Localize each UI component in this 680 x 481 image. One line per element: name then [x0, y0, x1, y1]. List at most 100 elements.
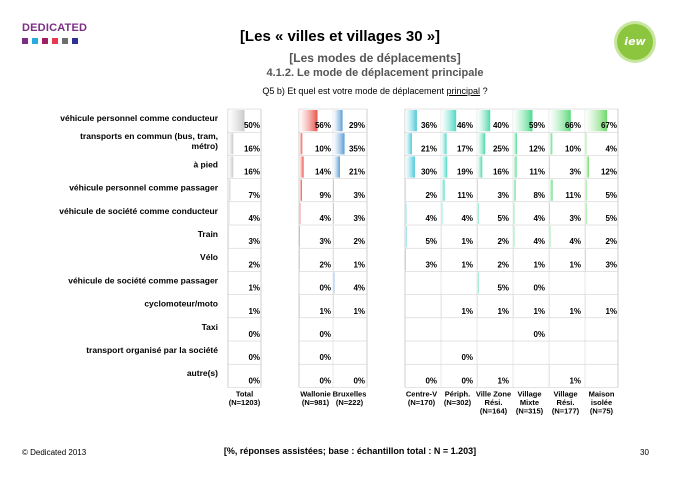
data-label: 5% [497, 214, 509, 223]
bar [228, 110, 245, 132]
brand-square [42, 38, 48, 44]
bar [585, 202, 587, 224]
column-label: Village Rési. (N=177) [552, 389, 580, 415]
data-label: 1% [461, 237, 473, 246]
bar [333, 133, 345, 155]
data-label: 29% [349, 121, 365, 130]
column-label-line: (N=177) [552, 406, 580, 415]
column-label: Centre-V (N=170) [406, 389, 437, 407]
data-label: 30% [421, 168, 437, 177]
column-label-line: (N=164) [480, 406, 508, 415]
bar [405, 133, 412, 155]
column-label: Wallonie (N=981) [300, 389, 331, 407]
data-label: 17% [457, 144, 473, 153]
data-label: 0% [248, 330, 260, 339]
brand-square [52, 38, 58, 44]
data-label: 66% [565, 121, 581, 130]
bar [549, 202, 550, 224]
bar [549, 156, 550, 178]
bar [333, 202, 334, 224]
row-label: autre(s) [187, 368, 218, 378]
data-label: 0% [533, 330, 545, 339]
row-label: véhicule de société comme passager [68, 275, 218, 285]
row-label-line: transports en commun (bus, tram, [80, 131, 218, 141]
data-label: 3% [425, 260, 437, 269]
data-label: 25% [493, 144, 509, 153]
question-suffix: ? [480, 86, 488, 96]
bar [585, 179, 587, 201]
bar [513, 179, 516, 201]
data-label: 3% [605, 260, 617, 269]
column-label-line: Mixte [520, 398, 539, 407]
page-number: 30 [640, 448, 649, 457]
column-label-line: Rési. [557, 398, 575, 407]
data-label: 3% [248, 237, 260, 246]
data-label: 4% [605, 144, 617, 153]
data-label: 3% [319, 237, 331, 246]
column-label: Périph. (N=302) [444, 389, 472, 407]
column-label: Total (N=1203) [229, 389, 261, 407]
data-label: 4% [248, 214, 260, 223]
row-label-line: cyclomoteur/moto [144, 299, 218, 309]
row-label-line: à pied [193, 159, 218, 169]
column-label-line: (N=75) [590, 406, 614, 415]
data-label: 16% [244, 168, 260, 177]
brand-square [72, 38, 78, 44]
data-label: 1% [319, 307, 331, 316]
data-label: 0% [319, 376, 331, 385]
column-label-line: Rési. [485, 398, 503, 407]
row-label-line: Vélo [200, 252, 218, 262]
brand-logo: DEDICATED [22, 22, 88, 34]
data-label: 2% [353, 237, 365, 246]
bar [477, 133, 486, 155]
data-label: 67% [601, 121, 617, 130]
bar [477, 110, 491, 132]
data-label: 1% [353, 307, 365, 316]
row-label: véhicule de société comme conducteur [59, 206, 218, 216]
data-label: 5% [605, 214, 617, 223]
row-label: transports en commun (bus, tram, métro) [80, 131, 218, 151]
bar [405, 156, 415, 178]
data-label: 16% [244, 144, 260, 153]
column-label: Village Mixte (N=315) [516, 389, 544, 415]
column-label-line: (N=981) [302, 398, 330, 407]
data-label: 1% [605, 307, 617, 316]
bar [299, 156, 304, 178]
data-label: 2% [248, 260, 260, 269]
data-label: 4% [569, 237, 581, 246]
row-label: véhicule personnel comme passager [69, 183, 219, 193]
data-label: 1% [353, 260, 365, 269]
data-label: 3% [497, 191, 509, 200]
data-label: 16% [493, 168, 509, 177]
data-label: 3% [569, 168, 581, 177]
row-label: Taxi [202, 322, 218, 332]
data-label: 9% [319, 191, 331, 200]
data-label: 12% [529, 144, 545, 153]
column-label-line: Bruxelles [333, 389, 367, 398]
column-label-line: (N=170) [408, 398, 436, 407]
bar [477, 179, 478, 201]
brand-square [32, 38, 38, 44]
bar [333, 156, 340, 178]
data-label: 21% [421, 144, 437, 153]
column-label: Ville Zone Rési. (N=164) [476, 389, 511, 415]
row-label: Train [198, 229, 218, 239]
data-label: 0% [319, 330, 331, 339]
data-label: 2% [497, 260, 509, 269]
row-label: transport organisé par la société [86, 345, 218, 355]
question-underlined: principal [446, 86, 481, 96]
bar [405, 110, 417, 132]
row-label-line: autre(s) [187, 368, 218, 378]
data-label: 7% [248, 191, 260, 200]
bar [585, 133, 587, 155]
iew-badge-text: iew [624, 35, 646, 48]
data-label: 0% [533, 284, 545, 293]
data-label: 0% [461, 376, 473, 385]
column-label-line: Maison [589, 389, 615, 398]
data-label: 1% [569, 307, 581, 316]
data-label: 14% [315, 168, 331, 177]
bar [549, 226, 551, 248]
data-label: 3% [353, 191, 365, 200]
bar [299, 202, 301, 224]
data-label: 3% [353, 214, 365, 223]
